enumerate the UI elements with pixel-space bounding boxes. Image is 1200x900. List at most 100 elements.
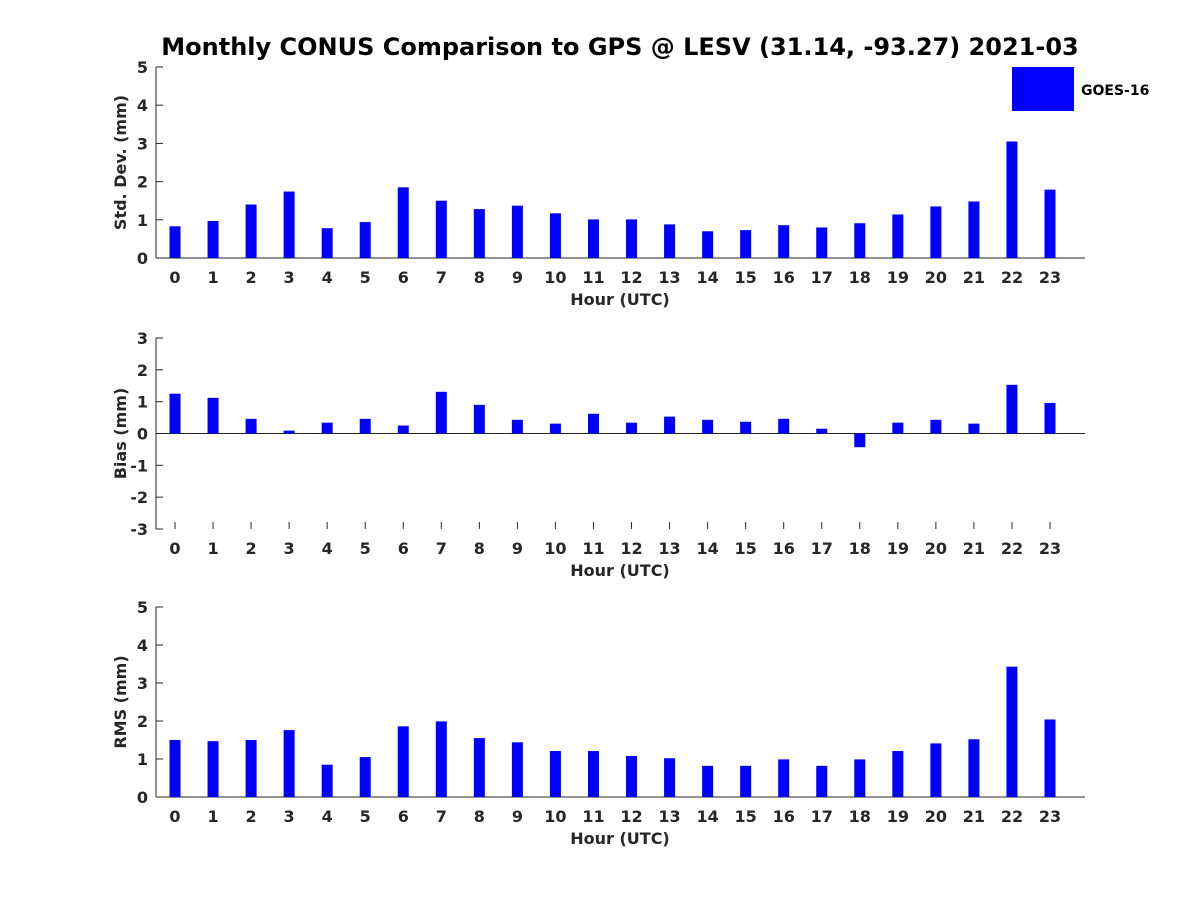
x-tick-label: 10 <box>544 539 566 558</box>
x-tick-label: 16 <box>773 807 795 826</box>
bar-bias-1 <box>207 397 219 434</box>
bar-rms-16 <box>778 759 790 797</box>
x-tick-label: 14 <box>696 807 718 826</box>
bar-rms-2 <box>245 740 257 797</box>
bar-bias-12 <box>626 422 638 434</box>
bar-bias-6 <box>397 425 409 434</box>
y-tick-label: 3 <box>137 134 148 153</box>
bar-rms-10 <box>549 751 561 797</box>
bar-bias-19 <box>892 422 904 434</box>
x-tick-label: 1 <box>207 268 218 287</box>
y-axis-label: Std. Dev. (mm) <box>111 95 130 230</box>
x-tick-label: 16 <box>773 539 795 558</box>
x-tick-label: 22 <box>1001 539 1023 558</box>
y-tick-label: 2 <box>137 361 148 380</box>
x-tick-label: 14 <box>696 539 718 558</box>
y-tick-label: 3 <box>137 329 148 348</box>
x-tick-label: 5 <box>360 807 371 826</box>
x-tick-label: 7 <box>436 539 447 558</box>
bar-rms-20 <box>930 743 942 797</box>
bar-bias-3 <box>283 430 295 434</box>
bar-bias-9 <box>511 419 523 434</box>
x-tick-label: 9 <box>512 268 523 287</box>
y-axis-label: Bias (mm) <box>111 388 130 480</box>
bar-bias-8 <box>473 404 485 434</box>
x-tick-label: 8 <box>474 539 485 558</box>
bar-rms-5 <box>359 757 371 797</box>
bar-bias-7 <box>435 391 447 434</box>
bar-bias-14 <box>702 419 714 434</box>
y-tick-label: 4 <box>137 96 148 115</box>
x-tick-label: 17 <box>811 539 833 558</box>
bar-rms-23 <box>1044 719 1056 797</box>
x-tick-label: 3 <box>284 268 295 287</box>
x-tick-label: 6 <box>398 268 409 287</box>
bar-rms-0 <box>169 740 181 797</box>
y-tick-label: 0 <box>137 788 148 807</box>
x-tick-label: 1 <box>207 539 218 558</box>
x-tick-label: 1 <box>207 807 218 826</box>
bar-rms-18 <box>854 759 866 797</box>
bar-bias-16 <box>778 418 790 434</box>
bar-bias-23 <box>1044 402 1056 434</box>
bar-std-dev-21 <box>968 201 980 258</box>
bar-rms-4 <box>321 764 333 797</box>
x-tick-label: 18 <box>849 268 871 287</box>
x-tick-label: 12 <box>620 807 642 826</box>
x-tick-label: 0 <box>169 539 180 558</box>
bar-bias-17 <box>816 428 828 434</box>
x-tick-label: 23 <box>1039 539 1061 558</box>
y-tick-label: 0 <box>137 425 148 444</box>
x-tick-label: 10 <box>544 268 566 287</box>
x-tick-label: 2 <box>246 539 257 558</box>
bar-std-dev-5 <box>359 222 371 258</box>
x-tick-label: 21 <box>963 807 985 826</box>
x-tick-label: 22 <box>1001 268 1023 287</box>
bar-rms-13 <box>664 758 676 797</box>
bar-rms-22 <box>1006 666 1018 797</box>
y-axis-label: RMS (mm) <box>111 655 130 748</box>
bar-bias-13 <box>664 416 676 434</box>
bar-bias-11 <box>587 413 599 434</box>
x-tick-label: 18 <box>849 539 871 558</box>
x-tick-label: 2 <box>246 268 257 287</box>
y-tick-label: 1 <box>137 750 148 769</box>
bar-std-dev-23 <box>1044 189 1056 258</box>
x-tick-label: 11 <box>582 807 604 826</box>
x-tick-label: 4 <box>322 807 333 826</box>
bar-std-dev-8 <box>473 209 485 258</box>
bar-bias-2 <box>245 418 257 434</box>
bar-std-dev-10 <box>549 213 561 258</box>
x-tick-label: 5 <box>360 539 371 558</box>
bar-rms-7 <box>435 721 447 797</box>
x-tick-label: 15 <box>735 807 757 826</box>
x-tick-label: 8 <box>474 268 485 287</box>
x-tick-label: 19 <box>887 539 909 558</box>
x-tick-label: 20 <box>925 539 947 558</box>
x-tick-label: 23 <box>1039 268 1061 287</box>
y-tick-label: 5 <box>137 58 148 77</box>
x-tick-label: 12 <box>620 539 642 558</box>
x-axis-label: Hour (UTC) <box>570 561 670 580</box>
x-tick-label: 15 <box>735 268 757 287</box>
y-tick-label: -1 <box>130 456 148 475</box>
bar-bias-21 <box>968 423 980 434</box>
bar-std-dev-17 <box>816 227 828 258</box>
x-tick-label: 8 <box>474 807 485 826</box>
bar-std-dev-4 <box>321 228 333 258</box>
x-tick-label: 10 <box>544 807 566 826</box>
bar-bias-20 <box>930 419 942 434</box>
legend-swatch <box>1012 67 1074 111</box>
bar-std-dev-6 <box>397 187 409 258</box>
bar-std-dev-11 <box>587 219 599 258</box>
y-tick-label: 1 <box>137 393 148 412</box>
bar-rms-14 <box>702 765 714 797</box>
bar-rms-8 <box>473 738 485 797</box>
x-tick-label: 0 <box>169 807 180 826</box>
y-tick-label: 2 <box>137 173 148 192</box>
y-tick-label: -2 <box>130 488 148 507</box>
bar-rms-15 <box>740 765 752 797</box>
bar-std-dev-15 <box>740 230 752 258</box>
